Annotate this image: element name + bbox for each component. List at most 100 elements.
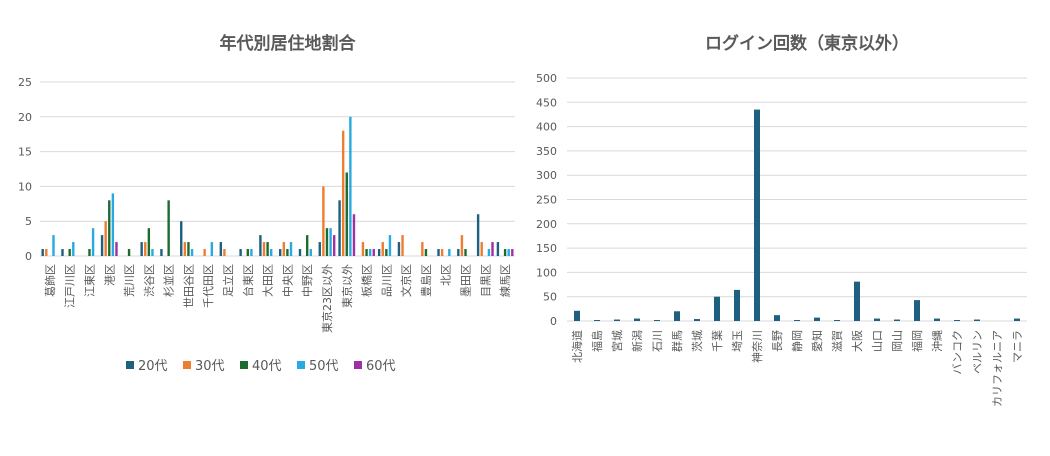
legend-label: 20代 — [138, 359, 168, 374]
chart1-category-label: 江戸川区 — [64, 264, 77, 308]
chart1-bar — [437, 249, 440, 256]
chart1-bar — [187, 242, 190, 256]
chart2-bar — [594, 320, 600, 321]
chart1-bar — [345, 172, 348, 256]
chart1-bar — [282, 242, 285, 256]
chart2-bar — [934, 318, 940, 321]
chart1-category-label: 墨田区 — [460, 264, 473, 297]
chart2-bar — [954, 320, 960, 321]
chart1-bar — [167, 200, 170, 256]
chart2-y-tick: 50 — [543, 291, 557, 304]
chart1-bar — [372, 249, 375, 256]
chart2-bar — [674, 311, 680, 321]
chart2-bar — [814, 317, 820, 321]
chart2-bar — [714, 296, 720, 321]
chart2-category-label: 埼玉 — [730, 330, 744, 352]
chart1-category-label: 足立区 — [221, 264, 235, 297]
chart2-bar — [754, 109, 760, 321]
chart1-bar — [421, 242, 424, 256]
chart1-bar — [111, 193, 115, 256]
chart1-bar — [464, 249, 467, 256]
chart1-bar — [223, 249, 226, 256]
chart1-bar — [239, 249, 242, 256]
chart1-bar — [278, 249, 282, 256]
chart1-bar — [440, 249, 444, 256]
chart1-bar — [322, 186, 325, 256]
chart1-bar — [507, 249, 510, 256]
chart2-category-label: 岡山 — [891, 330, 904, 352]
chart1-bar — [352, 214, 356, 256]
chart1-bar — [72, 242, 75, 256]
chart1-category-label: 板橋区 — [360, 264, 374, 297]
chart1-bar — [503, 249, 507, 256]
chart1-title: 年代別居住地割合 — [220, 33, 357, 54]
chart1-bar — [460, 235, 464, 256]
chart1-bar — [361, 242, 365, 256]
chart1-category-label: 荒川区 — [123, 264, 136, 297]
chart1-bar — [270, 249, 273, 256]
legend-label: 50代 — [309, 359, 339, 374]
chart1-bar — [491, 242, 494, 256]
chart1-y-tick: 25 — [18, 76, 32, 89]
chart1-bar — [381, 242, 384, 256]
chart2-y-tick: 100 — [536, 266, 557, 279]
chart2-bar — [854, 281, 860, 321]
chart1-bar — [91, 228, 95, 256]
chart1-bar — [377, 249, 381, 256]
chart1-bar — [318, 242, 321, 256]
chart2-category-label: 沖縄 — [930, 330, 944, 352]
chart2-bar — [1014, 318, 1020, 321]
chart1-y-tick: 10 — [18, 180, 32, 193]
chart2-y-tick: 500 — [536, 72, 557, 85]
chart1-bar — [52, 235, 55, 256]
chart2-y-tick: 200 — [536, 218, 557, 231]
chart2-title: ログイン回数（東京以外） — [705, 33, 909, 54]
chart1-y-tick: 20 — [18, 111, 32, 124]
chart1-bar — [144, 242, 147, 256]
chart1-bar — [259, 235, 262, 256]
chart2-y-tick: 0 — [550, 315, 557, 328]
chart1-bar — [305, 235, 309, 256]
chart1-category-label: 杉並区 — [162, 264, 176, 297]
chart1-bar — [246, 249, 250, 256]
chart1-category-label: 北区 — [440, 264, 453, 286]
chart1-bar — [140, 242, 143, 256]
chart2-category-label: ベルリン — [971, 330, 984, 374]
chart2-category-label: 茨城 — [690, 330, 704, 352]
chart1-category-label: 千代田区 — [202, 264, 215, 308]
chart1-bar — [127, 249, 131, 256]
chart1-bar — [108, 200, 111, 256]
chart1-bar — [365, 249, 368, 256]
legend-swatch — [297, 361, 305, 369]
chart1-bar — [45, 249, 48, 256]
chart1-y-tick: 0 — [25, 250, 32, 263]
chart1-category-label: 葛飾区 — [44, 264, 57, 297]
chart2-category-label: 福岡 — [910, 330, 924, 352]
chart2-y-tick: 300 — [536, 169, 557, 182]
chart1-category-label: 目黒区 — [479, 264, 492, 297]
chart2-category-label: 山口 — [871, 330, 884, 352]
chart2-bar — [634, 318, 640, 321]
chart2-category-label: 千葉 — [710, 330, 724, 352]
chart2-y-tick: 400 — [536, 121, 557, 134]
chart1-category-label: 渋谷区 — [143, 264, 156, 297]
chart1-bar — [289, 242, 293, 256]
legend-swatch — [126, 361, 134, 369]
chart2-bar — [654, 320, 660, 321]
chart1-bar — [61, 249, 64, 256]
chart2-bar — [574, 310, 580, 321]
chart1-bar — [88, 249, 91, 256]
chart1-bar — [349, 116, 352, 256]
chart2-bar — [614, 319, 620, 321]
chart1-bar — [100, 235, 104, 256]
chart1-category-label: 江東区 — [83, 264, 96, 297]
chart2-bar — [694, 319, 700, 321]
chart1-bar — [262, 242, 266, 256]
chart2-category-label: バンコク — [951, 330, 964, 375]
chart1-bar — [203, 249, 206, 256]
chart1-category-label: 中野区 — [301, 264, 314, 297]
chart2-category-label: 新潟 — [630, 330, 644, 352]
chart1-category-label: 文京区 — [399, 264, 413, 297]
chart1-category-label: 世田谷区 — [182, 264, 195, 308]
